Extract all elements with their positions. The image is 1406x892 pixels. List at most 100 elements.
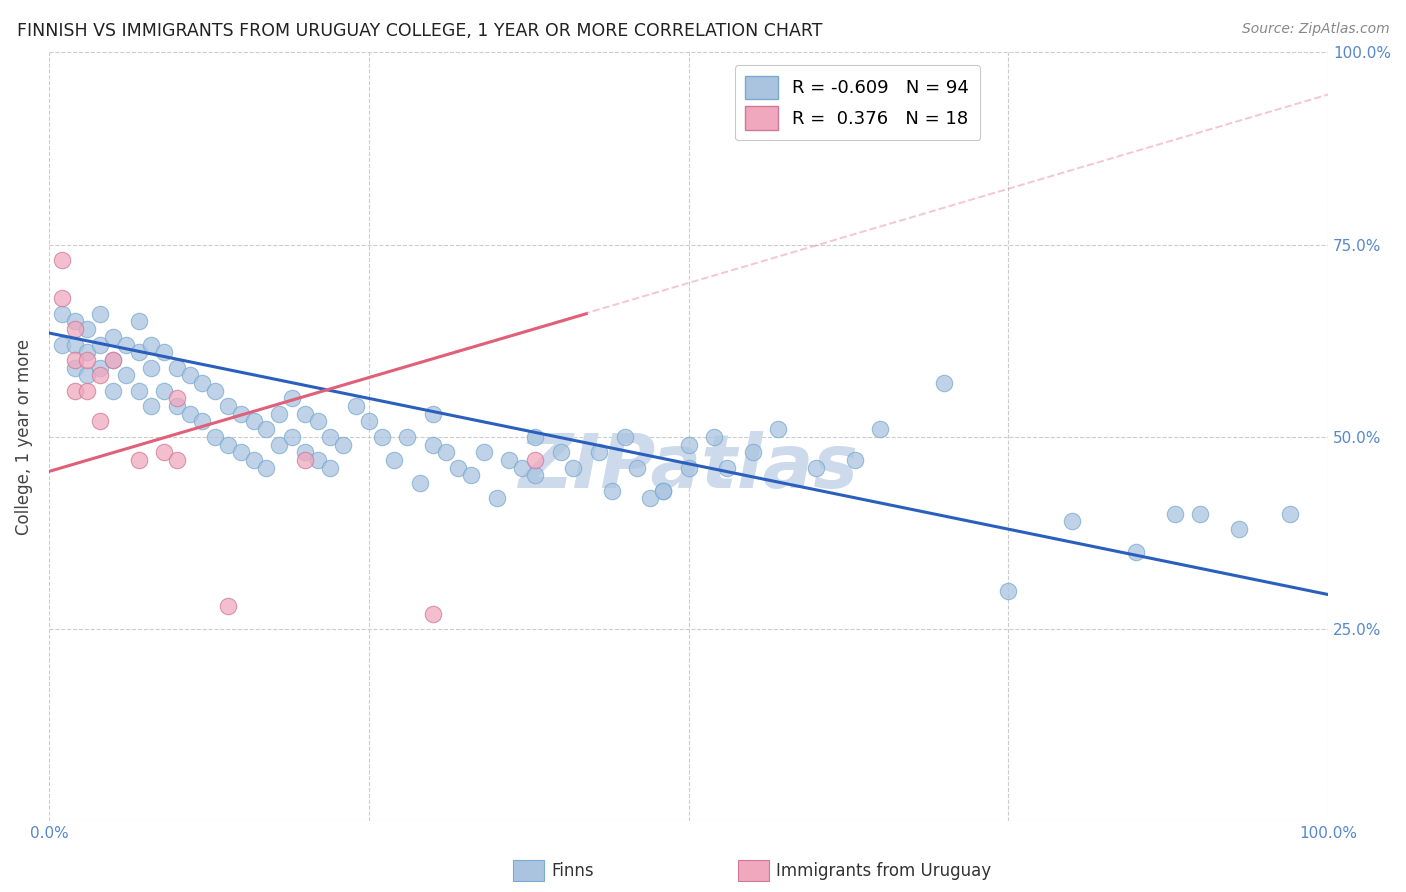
Point xyxy=(1189,507,1212,521)
Point xyxy=(600,483,623,498)
Point xyxy=(76,352,98,367)
Point xyxy=(434,445,457,459)
Point xyxy=(562,460,585,475)
Point xyxy=(806,460,828,475)
Point xyxy=(524,430,547,444)
Point xyxy=(1163,507,1185,521)
Point xyxy=(307,453,329,467)
Point xyxy=(89,307,111,321)
Point xyxy=(588,445,610,459)
Point xyxy=(460,468,482,483)
Point xyxy=(179,368,201,383)
Point xyxy=(63,314,86,328)
Y-axis label: College, 1 year or more: College, 1 year or more xyxy=(15,339,32,535)
Point xyxy=(191,376,214,390)
Point xyxy=(422,607,444,621)
Point xyxy=(166,399,188,413)
Point xyxy=(128,314,150,328)
Point xyxy=(357,414,380,428)
Point xyxy=(63,360,86,375)
Point xyxy=(741,445,763,459)
Text: FINNISH VS IMMIGRANTS FROM URUGUAY COLLEGE, 1 YEAR OR MORE CORRELATION CHART: FINNISH VS IMMIGRANTS FROM URUGUAY COLLE… xyxy=(17,22,823,40)
Point xyxy=(626,460,648,475)
Point xyxy=(204,384,226,398)
Point xyxy=(141,399,163,413)
Text: ZIPatlas: ZIPatlas xyxy=(519,431,859,504)
Point xyxy=(447,460,470,475)
Point xyxy=(204,430,226,444)
Point xyxy=(638,491,661,506)
Point xyxy=(51,337,73,351)
Point xyxy=(269,437,291,451)
Point xyxy=(869,422,891,436)
Point xyxy=(485,491,508,506)
Point xyxy=(934,376,956,390)
Point xyxy=(281,392,304,406)
Point xyxy=(716,460,738,475)
Point xyxy=(63,337,86,351)
Point xyxy=(179,407,201,421)
Point xyxy=(166,392,188,406)
Point xyxy=(166,360,188,375)
Point xyxy=(997,583,1019,598)
Legend: R = -0.609   N = 94, R =  0.376   N = 18: R = -0.609 N = 94, R = 0.376 N = 18 xyxy=(735,65,980,140)
Point xyxy=(242,453,264,467)
Point xyxy=(63,322,86,336)
Point xyxy=(524,453,547,467)
Point xyxy=(153,384,176,398)
Point xyxy=(370,430,392,444)
Point xyxy=(63,352,86,367)
Point xyxy=(269,407,291,421)
Point xyxy=(294,445,316,459)
Point xyxy=(101,330,124,344)
Point xyxy=(703,430,725,444)
Point xyxy=(678,460,700,475)
Point xyxy=(217,437,239,451)
Point xyxy=(396,430,419,444)
Point xyxy=(89,360,111,375)
Point xyxy=(307,414,329,428)
Point xyxy=(678,437,700,451)
Point xyxy=(332,437,354,451)
Point xyxy=(344,399,367,413)
Point xyxy=(114,368,136,383)
Point xyxy=(1125,545,1147,559)
Point xyxy=(319,430,342,444)
Point xyxy=(76,322,98,336)
Point xyxy=(63,384,86,398)
Point xyxy=(128,453,150,467)
Point xyxy=(229,407,252,421)
Point xyxy=(319,460,342,475)
Point xyxy=(472,445,495,459)
Text: Immigrants from Uruguay: Immigrants from Uruguay xyxy=(776,862,991,880)
Point xyxy=(51,307,73,321)
Point xyxy=(254,460,277,475)
Point xyxy=(498,453,520,467)
Point xyxy=(141,337,163,351)
Point xyxy=(229,445,252,459)
Point xyxy=(217,399,239,413)
Point xyxy=(51,252,73,267)
Text: Finns: Finns xyxy=(551,862,593,880)
Point xyxy=(76,368,98,383)
Point xyxy=(1278,507,1301,521)
Point xyxy=(141,360,163,375)
Point xyxy=(128,345,150,359)
Point xyxy=(76,384,98,398)
Point xyxy=(242,414,264,428)
Point xyxy=(281,430,304,444)
Point xyxy=(422,437,444,451)
Point xyxy=(101,384,124,398)
Point xyxy=(153,445,176,459)
Point xyxy=(652,483,675,498)
Point xyxy=(254,422,277,436)
Point xyxy=(382,453,405,467)
Point xyxy=(89,414,111,428)
Point xyxy=(89,368,111,383)
Point xyxy=(153,345,176,359)
Point xyxy=(550,445,572,459)
Point xyxy=(766,422,789,436)
Point xyxy=(613,430,636,444)
Point xyxy=(409,475,432,490)
Text: Source: ZipAtlas.com: Source: ZipAtlas.com xyxy=(1241,22,1389,37)
